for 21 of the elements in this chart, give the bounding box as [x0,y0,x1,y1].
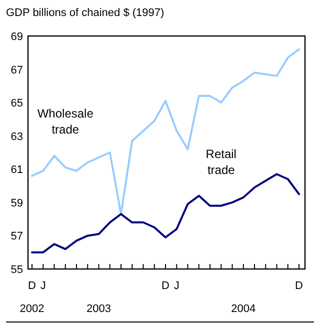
y-tick-label: 59 [10,197,23,210]
line-series [31,48,300,216]
x-tick-label: J [40,280,46,292]
x-tick-label: D [295,280,304,292]
text: 2004 [231,303,256,315]
x-tick-label: D [28,280,36,292]
series-label: Wholesale trade [37,106,94,136]
x-tick-label: D [162,280,170,292]
y-axis-title: GDP billions of chained $ (1997) [6,7,164,19]
y-tick-label: 67 [10,64,23,76]
y-tick-label: 65 [10,98,23,110]
line-series [31,173,300,254]
y-tick-label: 69 [10,31,23,43]
series-label: Retail trade [206,146,236,177]
x-tick-label: J [174,280,180,292]
y-tick-label: 57 [10,230,23,243]
text: 2003 [86,303,111,315]
y-tick-label: 55 [10,264,23,276]
text: 2002 [20,303,44,315]
y-tick-label: 61 [10,164,23,176]
y-tick-label: 63 [10,130,23,143]
